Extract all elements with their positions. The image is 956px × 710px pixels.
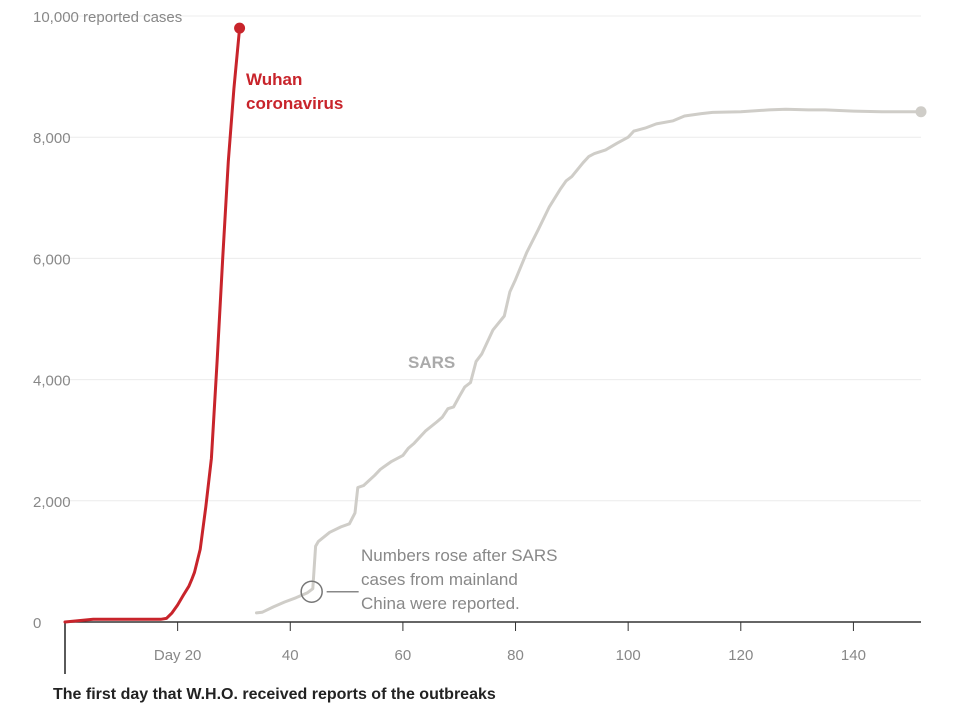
x-tick-label: 140	[841, 647, 866, 664]
y-axis: 0 2,000 4,000 6,000 8,000 10,000 reported cas…	[33, 9, 182, 632]
annotation-text: China were reported.	[361, 594, 520, 613]
sars-series-line	[255, 107, 923, 615]
wuhan-series-label: Wuhan	[246, 70, 302, 89]
annotation-circle	[300, 580, 323, 603]
x-tick-label: 100	[616, 647, 641, 664]
y-tick-label: 6,000	[33, 251, 71, 268]
series-layer: SARS Wuhan coronavirus	[63, 22, 927, 624]
x-tick-label: 120	[728, 647, 753, 664]
gridlines	[65, 15, 921, 502]
wuhan-series-line	[63, 26, 242, 624]
x-axis: Day 20 40 60 80 100 120 140	[64, 621, 921, 674]
y-tick-label: 10,000 reported cases	[33, 9, 182, 26]
wuhan-end-point	[234, 22, 246, 34]
annotation-layer: Numbers rose after SARS cases from mainla…	[300, 546, 558, 613]
x-tick-label: 60	[395, 647, 412, 664]
y-tick-label: 4,000	[33, 373, 71, 390]
y-tick-label: 8,000	[33, 130, 71, 147]
annotation-text: Numbers rose after SARS	[361, 546, 558, 565]
sars-end-point	[915, 106, 927, 118]
x-tick-label: 40	[282, 647, 299, 664]
x-tick-label: 80	[507, 647, 524, 664]
y-tick-label: 0	[33, 615, 41, 632]
wuhan-series-label: coronavirus	[246, 94, 343, 113]
x-tick-label: Day 20	[154, 647, 202, 664]
y-tick-label: 2,000	[33, 494, 71, 511]
sars-series-label: SARS	[408, 353, 455, 372]
start-day-footnote: The first day that W.H.O. received repor…	[53, 686, 496, 703]
annotation-text: cases from mainland	[361, 570, 518, 589]
